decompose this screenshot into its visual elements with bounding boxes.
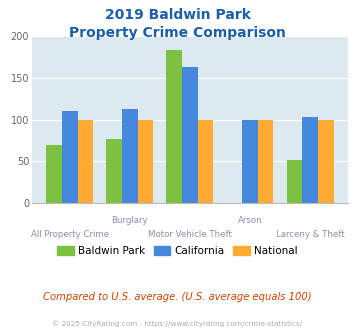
Bar [198, 120, 213, 203]
Bar [166, 50, 182, 203]
Text: Burglary: Burglary [111, 216, 148, 225]
Bar [138, 120, 153, 203]
Text: © 2025 CityRating.com - https://www.cityrating.com/crime-statistics/: © 2025 CityRating.com - https://www.city… [53, 320, 302, 327]
Text: 2019 Baldwin Park: 2019 Baldwin Park [105, 8, 250, 22]
Bar [242, 120, 258, 203]
Text: Property Crime Comparison: Property Crime Comparison [69, 26, 286, 40]
Bar [258, 120, 273, 203]
Bar [62, 111, 77, 203]
Text: All Property Crime: All Property Crime [31, 230, 109, 239]
Bar [46, 145, 62, 203]
Text: Arson: Arson [238, 216, 262, 225]
Bar [302, 117, 318, 203]
Bar [106, 139, 122, 203]
Bar [182, 67, 198, 203]
Text: Compared to U.S. average. (U.S. average equals 100): Compared to U.S. average. (U.S. average … [43, 292, 312, 302]
Bar [77, 120, 93, 203]
Bar [287, 160, 302, 203]
Text: Motor Vehicle Theft: Motor Vehicle Theft [148, 230, 232, 239]
Text: Larceny & Theft: Larceny & Theft [276, 230, 344, 239]
Legend: Baldwin Park, California, National: Baldwin Park, California, National [53, 242, 302, 260]
Bar [318, 120, 334, 203]
Bar [122, 109, 138, 203]
